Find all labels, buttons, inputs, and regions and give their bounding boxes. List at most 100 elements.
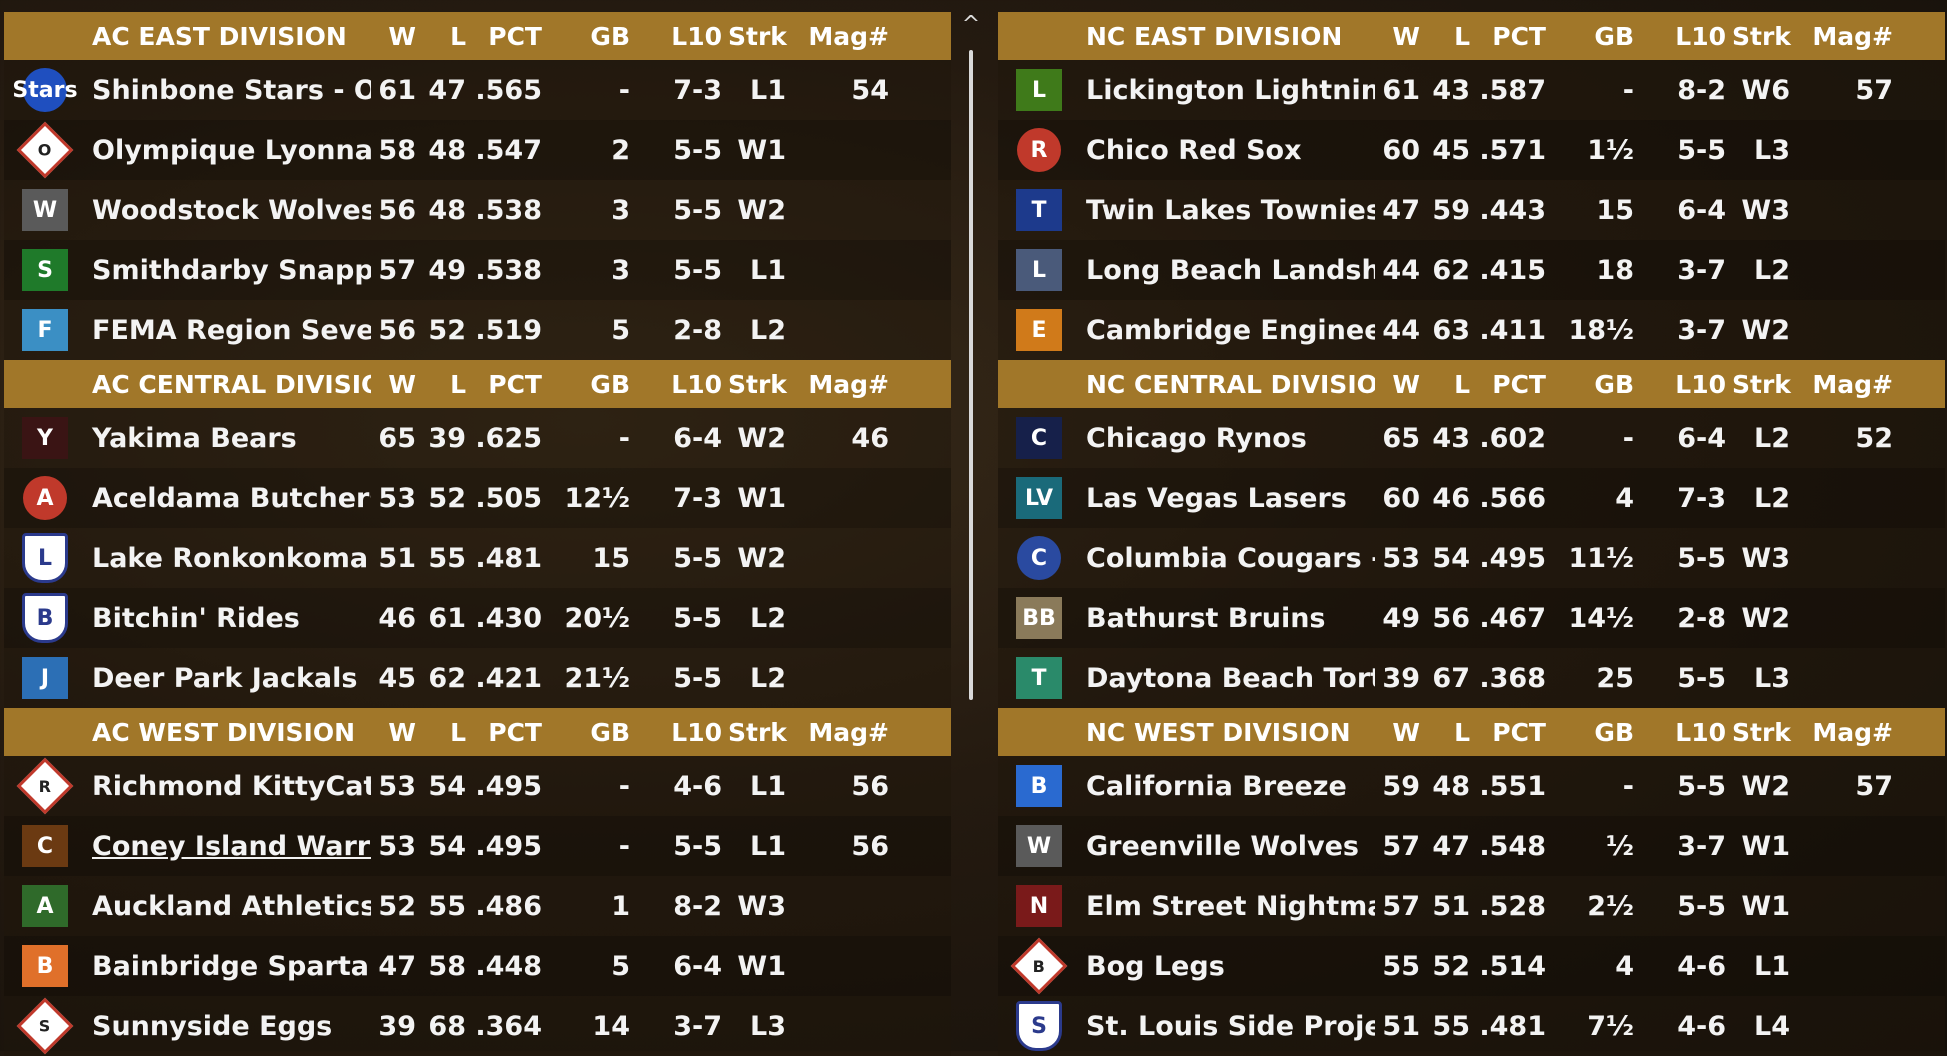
- column-header-w[interactable]: W: [388, 717, 416, 747]
- column-header-strk[interactable]: Strk: [728, 717, 787, 747]
- team-name-link[interactable]: Bog Legs: [1086, 950, 1225, 982]
- team-name-link[interactable]: Auckland Athletics -OI: [92, 890, 371, 922]
- team-row[interactable]: L Lickington Lightning 61 43 .587 - 8-2 W6 57: [998, 60, 1945, 120]
- column-header-strk[interactable]: Strk: [1732, 369, 1791, 399]
- team-row[interactable]: R Chico Red Sox 60 45 .571 1½ 5-5 L3: [998, 120, 1945, 180]
- team-name-link[interactable]: Aceldama Butchers-OI: [92, 482, 371, 514]
- column-header-l[interactable]: L: [450, 369, 466, 399]
- column-header-l10[interactable]: L10: [671, 717, 722, 747]
- team-row[interactable]: W Greenville Wolves 57 47 .548 ½ 3-7 W1: [998, 816, 1945, 876]
- team-row[interactable]: O Olympique Lyonnais 58 48 .547 2 5-5 W1: [4, 120, 951, 180]
- team-row[interactable]: B Bog Legs 55 52 .514 4 4-6 L1: [998, 936, 1945, 996]
- team-row[interactable]: B Bainbridge Spartans47 58 .448 5 6-4 W1: [4, 936, 951, 996]
- column-header-l[interactable]: L: [1454, 369, 1470, 399]
- column-header-mag[interactable]: Mag#: [808, 21, 889, 51]
- team-name-link[interactable]: Elm Street Nightmares: [1086, 890, 1375, 922]
- team-row[interactable]: C Chicago Rynos 65 43 .602 - 6-4 L2 52: [998, 408, 1945, 468]
- team-name-link[interactable]: Shinbone Stars - OL: [92, 74, 371, 106]
- column-header-strk[interactable]: Strk: [1732, 717, 1791, 747]
- team-name-link[interactable]: Lickington Lightning: [1086, 74, 1375, 106]
- team-name-link[interactable]: Woodstock Wolves: [92, 194, 371, 226]
- team-name-link[interactable]: Chico Red Sox: [1086, 134, 1302, 166]
- team-name-link[interactable]: Cambridge Engineers: [1086, 314, 1375, 346]
- column-header-w[interactable]: W: [388, 21, 416, 51]
- column-header-mag[interactable]: Mag#: [1812, 369, 1893, 399]
- column-header-mag[interactable]: Mag#: [1812, 21, 1893, 51]
- team-name-link[interactable]: St. Louis Side Projects: [1086, 1010, 1375, 1042]
- column-header-gb[interactable]: GB: [590, 21, 630, 51]
- team-name-link[interactable]: FEMA Region Seven: [92, 314, 371, 346]
- team-row[interactable]: LV Las Vegas Lasers 60 46 .566 4 7-3 L2: [998, 468, 1945, 528]
- team-row[interactable]: S St. Louis Side Projects51 55 .481 7½ 4-6 L4: [998, 996, 1945, 1056]
- column-header-gb[interactable]: GB: [590, 717, 630, 747]
- team-row[interactable]: A Auckland Athletics -OI52 55 .486 1 8-2 W3: [4, 876, 951, 936]
- team-name-link[interactable]: Bathurst Bruins: [1086, 602, 1326, 634]
- team-name-link[interactable]: Greenville Wolves: [1086, 830, 1360, 862]
- column-header-l10[interactable]: L10: [1675, 717, 1726, 747]
- column-header-gb[interactable]: GB: [1594, 369, 1634, 399]
- column-header-gb[interactable]: GB: [590, 369, 630, 399]
- team-name-link[interactable]: Las Vegas Lasers: [1086, 482, 1347, 514]
- column-header-mag[interactable]: Mag#: [1812, 717, 1893, 747]
- team-name-link[interactable]: Sunnyside Eggs: [92, 1010, 333, 1042]
- team-name-link[interactable]: Chicago Rynos: [1086, 422, 1307, 454]
- team-row[interactable]: T Twin Lakes Townies 47 59 .443 15 6-4 W3: [998, 180, 1945, 240]
- column-header-w[interactable]: W: [388, 369, 416, 399]
- team-row[interactable]: J Deer Park Jackals 45 62 .421 21½ 5-5 L2: [4, 648, 951, 708]
- column-header-pct[interactable]: PCT: [1492, 369, 1546, 399]
- team-name-link[interactable]: Richmond KittyCats: [92, 770, 371, 802]
- column-header-l[interactable]: L: [1454, 717, 1470, 747]
- team-row[interactable]: L Long Beach Landshark44 62 .415 18 3-7 L2: [998, 240, 1945, 300]
- column-header-w[interactable]: W: [1392, 369, 1420, 399]
- team-name-link[interactable]: Twin Lakes Townies: [1086, 194, 1375, 226]
- column-header-mag[interactable]: Mag#: [808, 369, 889, 399]
- column-header-strk[interactable]: Strk: [1732, 21, 1791, 51]
- team-row[interactable]: BB Bathurst Bruins 49 56 .467 14½ 2-8 W2: [998, 588, 1945, 648]
- column-header-l10[interactable]: L10: [671, 369, 722, 399]
- column-header-l[interactable]: L: [450, 21, 466, 51]
- column-header-l10[interactable]: L10: [671, 21, 722, 51]
- team-name-link[interactable]: Deer Park Jackals: [92, 662, 358, 694]
- team-name-link[interactable]: Bainbridge Spartans: [92, 950, 371, 982]
- column-header-l[interactable]: L: [1454, 21, 1470, 51]
- column-header-strk[interactable]: Strk: [728, 21, 787, 51]
- team-row[interactable]: Y Yakima Bears 65 39 .625 - 6-4 W2 46: [4, 408, 951, 468]
- team-name-link[interactable]: Coney Island Warriors-: [92, 830, 371, 862]
- team-name-link[interactable]: Lake Ronkonkoma Moi: [92, 542, 371, 574]
- column-header-gb[interactable]: GB: [1594, 21, 1634, 51]
- team-name-link[interactable]: Long Beach Landshark: [1086, 254, 1375, 286]
- team-row[interactable]: N Elm Street Nightmares57 51 .528 2½ 5-5 W1: [998, 876, 1945, 936]
- team-name-link[interactable]: California Breeze: [1086, 770, 1347, 802]
- column-header-l10[interactable]: L10: [1675, 369, 1726, 399]
- team-row[interactable]: C Coney Island Warriors-53 54 .495 - 5-5 L1 56: [4, 816, 951, 876]
- column-header-pct[interactable]: PCT: [1492, 21, 1546, 51]
- column-header-pct[interactable]: PCT: [488, 717, 542, 747]
- team-name-link[interactable]: Yakima Bears: [92, 422, 297, 454]
- team-row[interactable]: B Bitchin' Rides 46 61 .430 20½ 5-5 L2: [4, 588, 951, 648]
- scroll-thumb[interactable]: [969, 50, 973, 700]
- column-header-pct[interactable]: PCT: [488, 369, 542, 399]
- vertical-scrollbar[interactable]: ^: [961, 12, 981, 702]
- team-row[interactable]: Stars Shinbone Stars - OL 61 47 .565 - 7-3 L1 54: [4, 60, 951, 120]
- team-row[interactable]: R Richmond KittyCats 53 54 .495 - 4-6 L1 56: [4, 756, 951, 816]
- column-header-w[interactable]: W: [1392, 21, 1420, 51]
- column-header-pct[interactable]: PCT: [488, 21, 542, 51]
- scroll-up-arrow-icon[interactable]: ^: [961, 12, 981, 37]
- team-name-link[interactable]: Daytona Beach Tortuga: [1086, 662, 1375, 694]
- team-row[interactable]: S Smithdarby Snappers57 49 .538 3 5-5 L1: [4, 240, 951, 300]
- column-header-strk[interactable]: Strk: [728, 369, 787, 399]
- column-header-pct[interactable]: PCT: [1492, 717, 1546, 747]
- team-row[interactable]: W Woodstock Wolves 56 48 .538 3 5-5 W2: [4, 180, 951, 240]
- team-row[interactable]: L Lake Ronkonkoma Moi51 55 .481 15 5-5 W2: [4, 528, 951, 588]
- team-row[interactable]: C Columbia Cougars - OL53 54 .495 11½ 5-5 W3: [998, 528, 1945, 588]
- team-row[interactable]: T Daytona Beach Tortuga39 67 .368 25 5-5 L3: [998, 648, 1945, 708]
- team-row[interactable]: A Aceldama Butchers-OI53 52 .505 12½ 7-3 W1: [4, 468, 951, 528]
- column-header-gb[interactable]: GB: [1594, 717, 1634, 747]
- team-row[interactable]: S Sunnyside Eggs 39 68 .364 14 3-7 L3: [4, 996, 951, 1056]
- team-name-link[interactable]: Olympique Lyonnais: [92, 134, 371, 166]
- team-row[interactable]: E Cambridge Engineers44 63 .411 18½ 3-7 W2: [998, 300, 1945, 360]
- column-header-l[interactable]: L: [450, 717, 466, 747]
- column-header-l10[interactable]: L10: [1675, 21, 1726, 51]
- team-name-link[interactable]: Bitchin' Rides: [92, 602, 300, 634]
- team-row[interactable]: B California Breeze 59 48 .551 - 5-5 W2 57: [998, 756, 1945, 816]
